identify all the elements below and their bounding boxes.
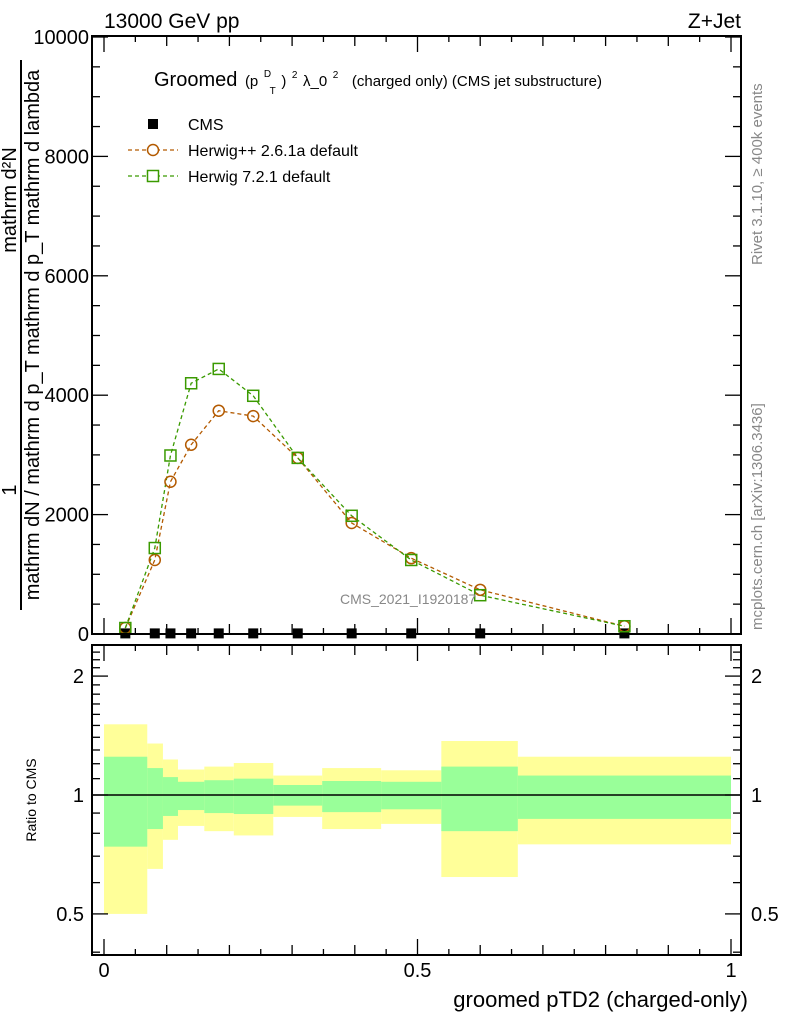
- ratio-y-tick-label: 0.5: [56, 904, 84, 926]
- herwigpp-data-point: [148, 553, 162, 567]
- herwigpp-data-point: [164, 475, 177, 489]
- ratio-stat-band-bin: [162, 777, 178, 816]
- herwigpp-data-point: [184, 438, 198, 452]
- herwigpp-line: [124, 410, 625, 629]
- herwig7-data-point: [164, 449, 177, 462]
- header-process: Z+Jet: [688, 10, 741, 33]
- title-pre: Groomed: [154, 69, 237, 91]
- title-lambda: λ_0: [303, 73, 327, 90]
- legend-herwigpp-label: Herwig++ 2.6.1a default: [188, 143, 358, 160]
- title-sub-t: T: [270, 86, 276, 97]
- herwig7-data-point: [291, 451, 304, 465]
- ylabel-denominator: mathrm dN / mathrm d p_T mathrm d p_T ma…: [22, 69, 44, 600]
- ratio-stat-band-bin: [204, 780, 234, 814]
- herwig7-data-point: [246, 389, 260, 403]
- herwig7-line: [124, 368, 625, 629]
- title-p: (p: [245, 73, 258, 90]
- title-close: ): [281, 73, 286, 90]
- title-sup-d: D: [264, 69, 271, 80]
- tick-labels: 0 2000 4000 6000 8000 10000 0 0.5 1 0.5 0.5 1 1 2 2: [33, 27, 778, 982]
- title-sup-2a: 2: [292, 70, 298, 81]
- y-tick-label: 2000: [45, 505, 90, 527]
- herwig7-data-point: [345, 509, 358, 523]
- ylabel-numerator-d2n: mathrm d²N: [0, 147, 21, 253]
- ratio-stat-band-bin: [177, 781, 205, 811]
- rivet-info: Rivet 3.1.10, ≥ 400k events: [749, 83, 766, 265]
- y-tick-label: 6000: [45, 266, 90, 288]
- ratio-stat-band-bin: [517, 775, 731, 819]
- herwig7-data-point: [618, 619, 631, 633]
- title-post: (charged only) (CMS jet substructure): [352, 73, 602, 90]
- herwig7-data-point: [473, 588, 487, 602]
- ratio-stat-band-bin: [233, 778, 274, 815]
- title-sup-2b: 2: [333, 70, 339, 81]
- herwigpp-data-point: [212, 404, 225, 417]
- y-tick-label: 10000: [33, 27, 89, 49]
- plot-title: Groomed (p D T ) 2 λ_0 2 (charged only) …: [154, 60, 602, 99]
- ratio-y-tick-label-right: 2: [751, 666, 762, 688]
- herwig7-data-point: [184, 377, 198, 390]
- y-axis-label: mathrm d²N 1 mathrm dN / mathrm d p_T ma…: [0, 60, 44, 610]
- herwig7-data-point: [404, 553, 418, 567]
- herwigpp-data-point: [345, 516, 358, 530]
- legend-herwig7-label: Herwig 7.2.1 default: [188, 169, 331, 186]
- ratio-stat-band-bin: [322, 781, 382, 813]
- legend-cms-marker: [148, 119, 158, 129]
- ratio-y-tick-label: 1: [73, 785, 84, 807]
- ratio-stat-band-bin: [147, 768, 163, 830]
- ratio-stat-band-bin: [441, 766, 518, 832]
- x-tick-label: 0.5: [404, 960, 432, 982]
- herwig7-data-point: [212, 362, 225, 376]
- ratio-y-tick-label-right: 1: [751, 785, 762, 807]
- ylabel-one: 1: [0, 484, 21, 495]
- herwigpp-data-point: [246, 409, 260, 423]
- ratio-plot-frame: [91, 644, 742, 956]
- y-tick-label: 4000: [45, 385, 90, 407]
- y-tick-label: 8000: [45, 146, 90, 168]
- ratio-y-tick-label-right: 0.5: [751, 904, 779, 926]
- ratio-y-tick-label: 2: [73, 666, 84, 688]
- x-tick-label: 0: [98, 960, 109, 982]
- ratio-stat-band-bin: [104, 756, 148, 847]
- legend-herwigpp-marker: [146, 143, 160, 157]
- header-beam: 13000 GeV pp: [104, 10, 239, 33]
- ratio-bands: [104, 724, 731, 914]
- ratio-y-label: Ratio to CMS: [23, 758, 39, 841]
- legend: CMS Herwig++ 2.6.1a default Herwig 7.2.1…: [128, 117, 358, 186]
- herwig7-data-point: [148, 541, 162, 555]
- legend-herwig7-marker: [146, 169, 160, 183]
- axis-ticks: [92, 36, 741, 955]
- legend-cms-label: CMS: [188, 117, 224, 134]
- y-tick-label: 0: [78, 624, 89, 646]
- x-axis-label: groomed pTD2 (charged-only): [453, 987, 748, 1012]
- mcplots-info: mcplots.cern.ch [arXiv:1306.3436]: [749, 403, 766, 630]
- analysis-watermark: CMS_2021_I1920187: [340, 591, 476, 607]
- x-tick-label: 1: [725, 960, 736, 982]
